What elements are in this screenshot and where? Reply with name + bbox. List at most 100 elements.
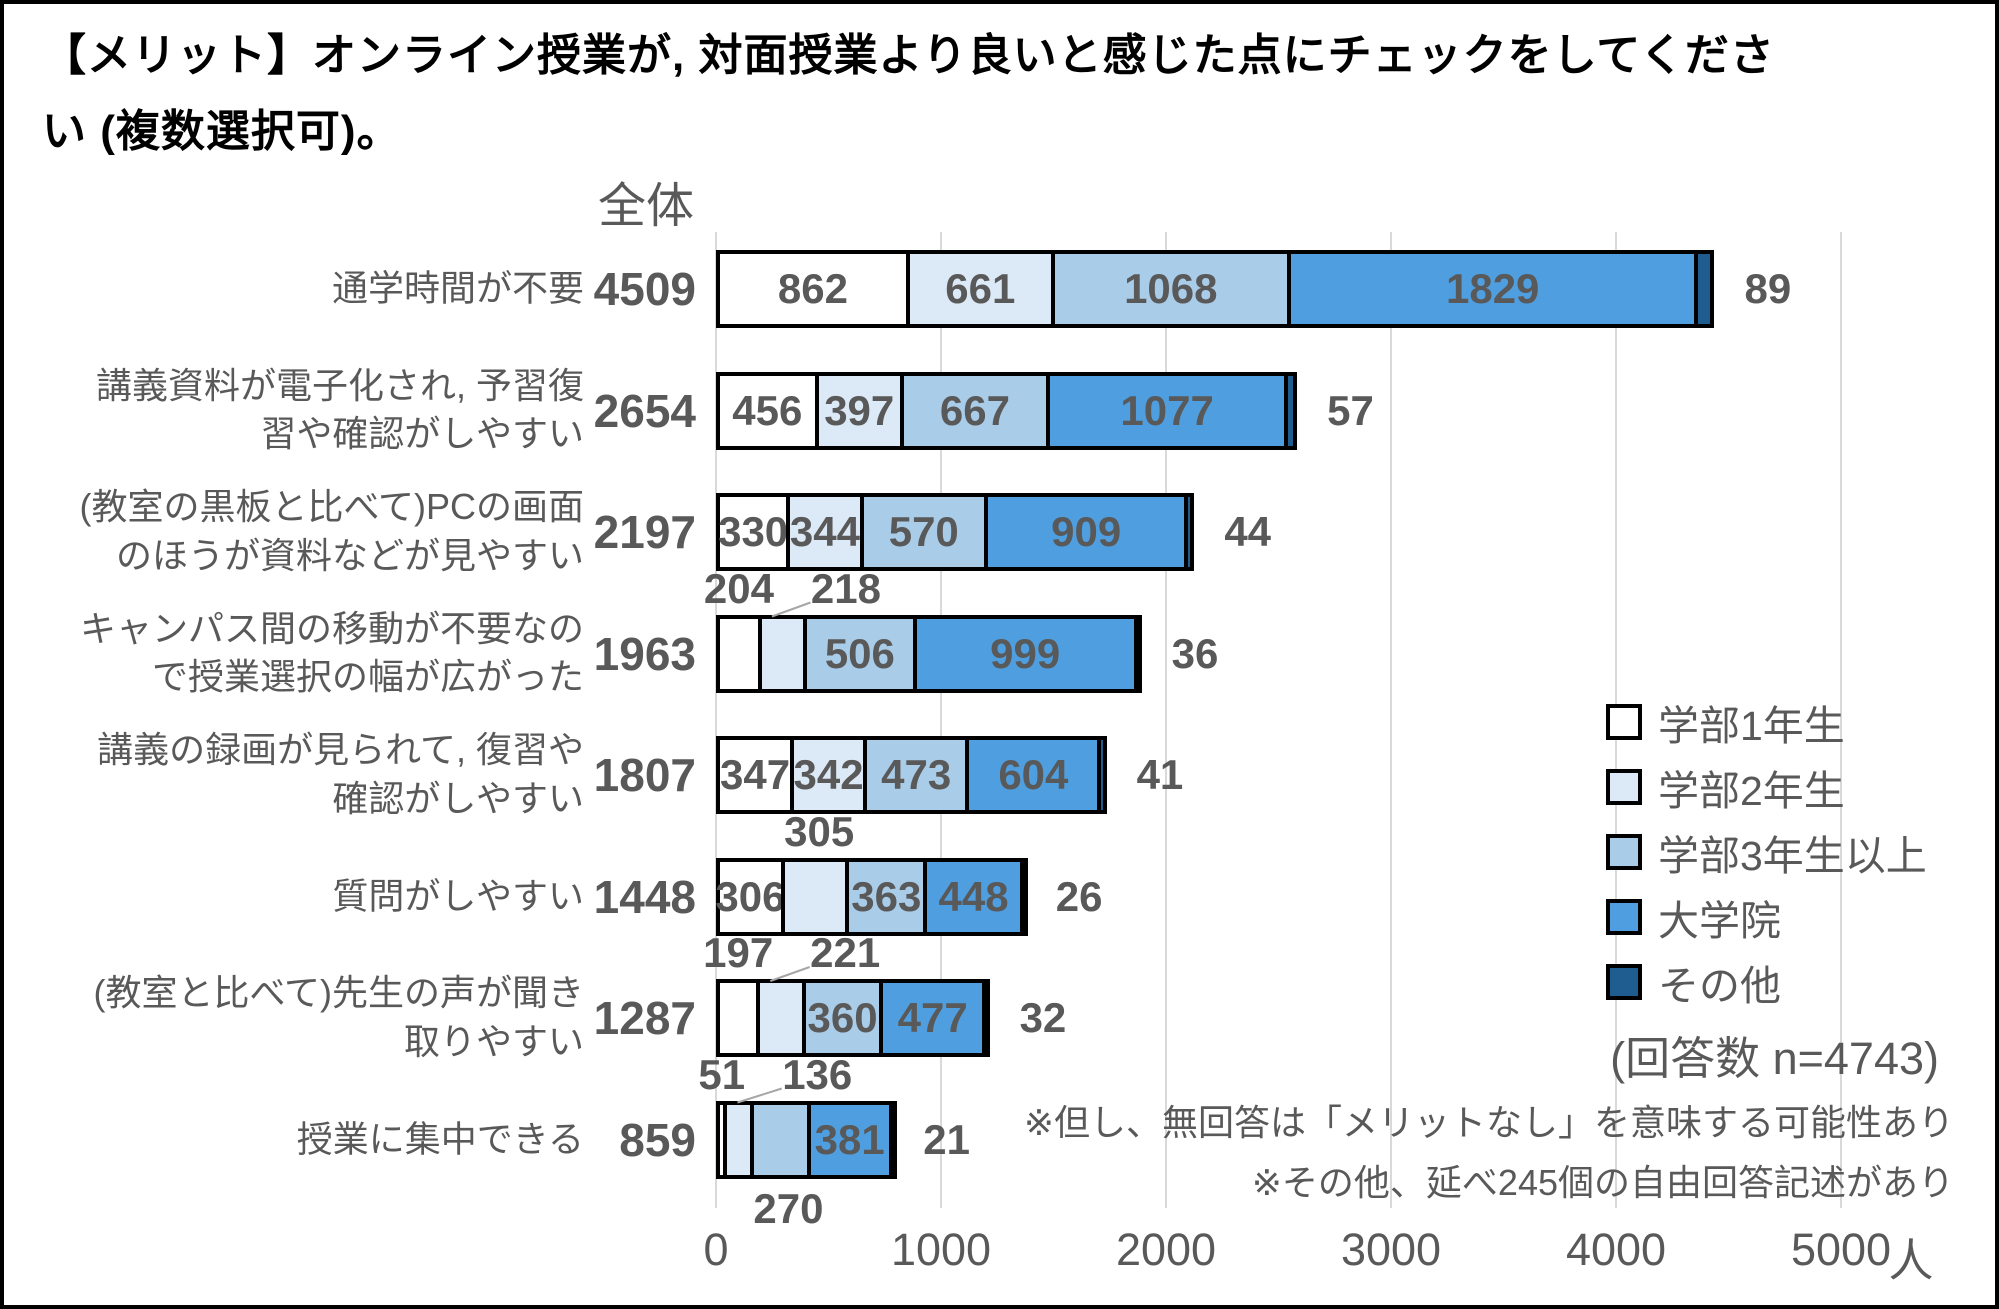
segment-value-label: 448 (938, 872, 1009, 920)
bar-segment (1133, 614, 1142, 693)
bar-segment: 506 (802, 614, 917, 693)
axis-tick-label: 0 (703, 1224, 729, 1275)
total-value: 1448 (593, 870, 696, 923)
category-label: (教室と比べて)先生の声が聞き 取りやすい (93, 972, 584, 1062)
segment-value-label: 1829 (1445, 265, 1540, 312)
axis-tick-label: 1000 (890, 1224, 992, 1275)
segment-value-label: 381 (814, 1115, 885, 1163)
segment-value-label: 661 (945, 265, 1016, 312)
footnote: ※その他、延べ245個の自由回答記述があり (1251, 1162, 1954, 1203)
outside-value-label: 41 (1136, 751, 1184, 798)
bar-segment: 570 (859, 493, 988, 571)
bar-segment: 397 (814, 371, 904, 450)
bar-segment (750, 1100, 811, 1179)
legend-item: 学部1年生 (1606, 692, 1845, 752)
legend-item: 大学院 (1606, 887, 1781, 947)
legend-label: 学部3年生以上 (1658, 833, 1927, 879)
category-label: (教室の黒板と比べて)PCの画面 のほうが資料などが見やすい (79, 486, 584, 576)
outside-value-label: 89 (1744, 265, 1792, 312)
segment-value-label: 477 (897, 994, 968, 1041)
total-value: 1287 (593, 992, 696, 1044)
bar-segment: 909 (983, 493, 1189, 571)
segment-value-label: 397 (824, 386, 895, 434)
above-value-label: 197 (703, 929, 774, 976)
legend-item: その他 (1606, 952, 1781, 1012)
total-value: 1963 (593, 627, 696, 680)
category-label: 質問がしやすい (332, 875, 584, 917)
bar-segment: 448 (923, 857, 1024, 936)
stacked-bar: 330 344 570 909 (716, 493, 1195, 571)
segment-value-label: 330 (718, 508, 789, 555)
legend-swatch (1606, 899, 1642, 935)
total-value: 1807 (593, 749, 696, 801)
bar-segment: 330 (716, 493, 791, 571)
legend-label: 学部2年生 (1658, 768, 1845, 814)
outside-value-label: 26 (1055, 872, 1103, 920)
category-label: 授業に集中できる (296, 1118, 584, 1160)
bar-segment (716, 979, 761, 1057)
segment-value-label: 344 (789, 508, 860, 555)
axis-tick-label: 5000 (1790, 1224, 1892, 1275)
segment-value-label: 909 (1051, 508, 1122, 555)
bar-segment: 667 (899, 371, 1050, 450)
legend-item: 学部2年生 (1606, 757, 1845, 817)
gridline (1840, 232, 1842, 1208)
stacked-bar: 456 397 667 1077 (716, 371, 1298, 450)
bar-segment: 342 (790, 736, 867, 814)
gridline (1390, 232, 1392, 1208)
chart-title: 【メリット】オンライン授業が, 対面授業より良いと感じた点にチェックをしてくださ… (42, 31, 1775, 156)
gridline (715, 232, 717, 1208)
bar-segment (1694, 250, 1715, 328)
gridline (1165, 232, 1167, 1208)
segment-value-label: 456 (732, 386, 803, 434)
above-value-label: 136 (782, 1050, 853, 1098)
total-value: 4509 (593, 263, 696, 315)
segment-value-label: 360 (807, 994, 878, 1041)
legend-label: その他 (1658, 963, 1781, 1009)
legend-label: 大学院 (1658, 898, 1781, 944)
legend-item: 学部3年生以上 (1606, 822, 1927, 882)
category-label: 講義の録画が見られて, 復習や 確認がしやすい (97, 729, 584, 819)
legend-swatch (1606, 834, 1642, 870)
footnote: ※但し、無回答は「メリットなし」を意味する可能性あり (1023, 1102, 1954, 1143)
stacked-bar: 360 477 (716, 979, 991, 1057)
bar-segment (780, 857, 850, 936)
bar-segment (1184, 493, 1195, 571)
above-value-label: 218 (810, 564, 881, 612)
bar-segment: 1829 (1286, 250, 1699, 328)
segment-value-label: 1068 (1124, 265, 1218, 312)
bar-segment: 347 (716, 736, 795, 814)
bar-segment (1097, 736, 1107, 814)
segment-value-label: 667 (939, 386, 1010, 434)
bar-segment: 999 (912, 614, 1138, 693)
axis-tick-label: 3000 (1340, 1224, 1442, 1275)
total-value: 2197 (593, 506, 696, 558)
bar-segment: 661 (905, 250, 1055, 328)
bar-segment (756, 979, 807, 1057)
respondents-note: (回答数 n=4743) (1610, 1033, 1939, 1084)
segment-value-label: 506 (824, 629, 895, 677)
legend-swatch (1606, 769, 1642, 805)
above-value-label: 221 (810, 929, 881, 976)
outside-value-label: 57 (1327, 386, 1374, 434)
stacked-bar: 862 661 1068 1829 (716, 250, 1715, 328)
bar-segment (1019, 857, 1028, 936)
stacked-bar: 347 342 473 604 (716, 736, 1107, 814)
segment-value-label: 347 (720, 751, 791, 798)
segment-value-label: 862 (777, 265, 848, 312)
bar-segment: 1077 (1045, 371, 1289, 450)
category-label: 講義資料が電子化され, 予習復 習や確認がしやすい (95, 364, 584, 455)
axis-tick-label: 2000 (1115, 1224, 1217, 1275)
outside-value-label: 44 (1224, 508, 1272, 555)
bar-segment (1284, 371, 1298, 450)
bar-segment: 477 (879, 979, 987, 1057)
above-value-label: 204 (703, 564, 774, 612)
segment-value-label: 1077 (1120, 386, 1214, 434)
bar-segment: 363 (845, 857, 928, 936)
bar-segment: 1068 (1050, 250, 1291, 328)
bar-segment: 360 (802, 979, 884, 1057)
legend-swatch (1606, 964, 1642, 1000)
legend-label: 学部1年生 (1658, 703, 1845, 749)
stacked-bar: 381 (716, 1100, 897, 1179)
